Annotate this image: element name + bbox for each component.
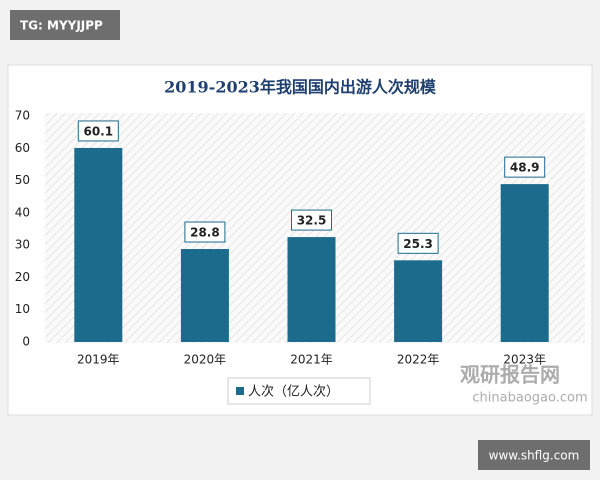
tg-badge [10, 10, 120, 40]
value-label: 32.5 [297, 214, 327, 228]
y-tick-label: 0 [22, 335, 30, 349]
y-tick-label: 60 [15, 141, 30, 155]
x-tick-label: 2022年 [397, 353, 440, 367]
value-label: 25.3 [403, 237, 433, 251]
site-badge [478, 440, 590, 470]
site-label: www.shflg.com [489, 449, 580, 463]
value-label: 28.8 [190, 226, 220, 240]
y-tick-label: 70 [15, 109, 30, 123]
value-label-box [504, 156, 546, 178]
bar [74, 147, 123, 342]
value-label: 60.1 [83, 124, 113, 138]
bar [500, 184, 549, 342]
legend-label: 人次（亿人次） [248, 384, 339, 400]
y-tick-label: 40 [15, 205, 30, 219]
watermark-url: chinabaogao.com [472, 391, 587, 406]
chart-title: 2019-2023年我国国内出游人次规模 [164, 78, 437, 97]
x-tick-label: 2023年 [503, 353, 546, 367]
value-label-box [397, 232, 439, 254]
value-label-box [77, 120, 119, 142]
value-label-box [184, 221, 226, 243]
bar [180, 249, 229, 342]
legend-frame [227, 377, 371, 405]
y-tick-label: 30 [15, 238, 30, 252]
legend-swatch [236, 387, 244, 395]
tg-label: TG: MYYJJPP [20, 19, 103, 33]
y-tick-label: 20 [15, 270, 30, 284]
bar [287, 237, 336, 342]
watermark-brand: 观研报告网 [460, 363, 560, 387]
bar [394, 260, 443, 342]
value-label-box [291, 209, 332, 231]
x-tick-label: 2021年 [290, 353, 333, 367]
y-tick-label: 50 [15, 173, 30, 187]
x-tick-label: 2020年 [184, 353, 227, 367]
x-tick-label: 2019年 [77, 353, 120, 367]
value-label: 48.9 [510, 161, 540, 175]
y-tick-label: 10 [15, 302, 30, 316]
